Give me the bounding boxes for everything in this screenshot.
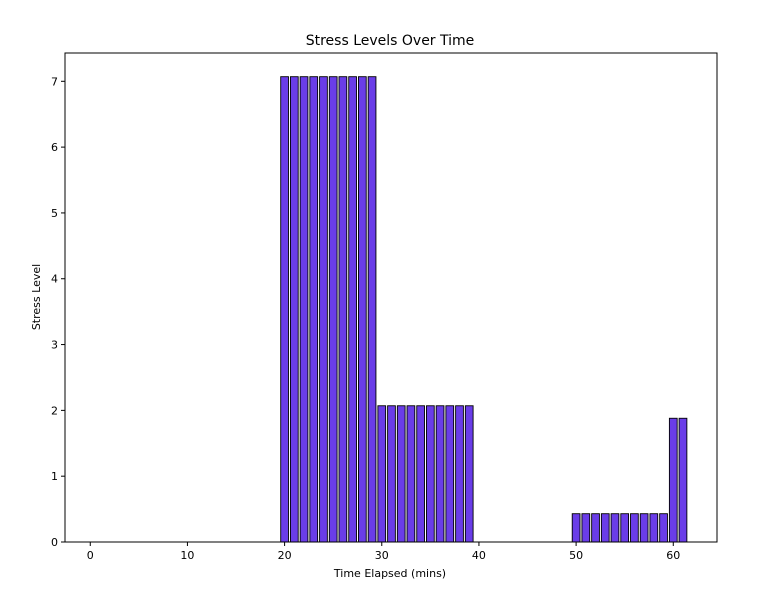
bar-22 [299,76,309,543]
bar-33 [406,405,416,543]
x-axis-ticks: 0 10 20 30 40 50 60 [87,542,680,562]
bar-32 [396,405,406,543]
x-tick-label-40: 40 [472,549,486,562]
x-tick-label-60: 60 [666,549,680,562]
bar-61 [678,417,688,543]
x-axis-label: Time Elapsed (mins) [333,567,446,580]
bar-31 [387,405,396,543]
bar-54 [610,513,620,543]
bar-34 [416,405,425,543]
bar-55 [620,513,630,543]
y-tick-label-4: 4 [51,273,58,286]
y-tick-label-3: 3 [51,339,58,352]
bar-52 [591,513,600,543]
bar-24 [319,76,328,543]
plot-frame [64,52,718,543]
bar-37 [445,405,455,543]
bar-57 [639,513,649,543]
bar-23 [309,76,319,543]
bar-59 [659,513,668,543]
y-tick-label-6: 6 [51,141,58,154]
chart-title: Stress Levels Over Time [306,33,475,49]
bar-35 [426,405,435,543]
bars-group [280,76,688,543]
y-tick-label-7: 7 [51,75,58,88]
bar-27 [348,76,357,543]
bar-21 [289,76,299,543]
x-tick-label-10: 10 [180,549,194,562]
bar-39 [464,405,474,543]
bar-60 [668,417,678,543]
y-axis-ticks: 0 1 2 3 4 5 6 7 [51,75,65,549]
bar-50 [571,513,581,543]
y-tick-label-2: 2 [51,404,58,417]
bar-29 [367,76,377,543]
bar-36 [435,405,445,543]
bar-58 [649,513,659,543]
y-tick-label-0: 0 [51,536,58,549]
y-tick-label-5: 5 [51,207,58,220]
x-tick-label-20: 20 [278,549,292,562]
x-tick-label-0: 0 [87,549,94,562]
bar-20 [280,76,289,543]
bar-30 [377,405,387,543]
bar-38 [455,405,464,543]
bar-53 [600,513,610,543]
x-tick-label-50: 50 [569,549,583,562]
y-axis-label: Stress Level [30,264,43,330]
x-tick-label-30: 30 [375,549,389,562]
bar-56 [630,513,639,543]
bar-26 [338,76,348,543]
bar-28 [358,76,367,543]
bar-25 [328,76,338,543]
y-tick-label-1: 1 [51,470,58,483]
bar-51 [581,513,591,543]
